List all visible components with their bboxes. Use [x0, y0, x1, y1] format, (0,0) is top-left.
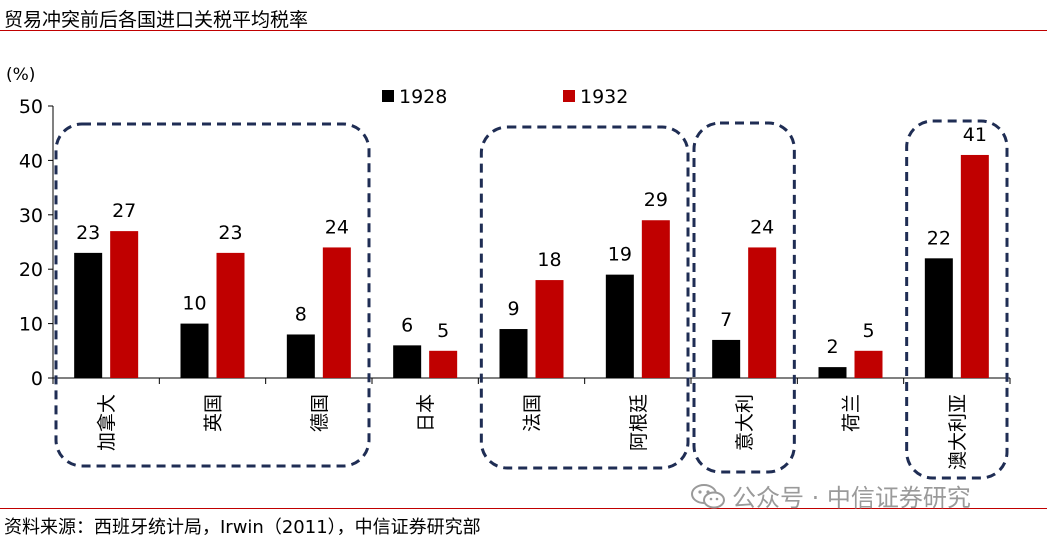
x-category-label: 荷兰: [841, 394, 863, 432]
bar-1932: [854, 350, 883, 378]
x-category-label: 德国: [309, 394, 331, 432]
y-tick-label: 10: [19, 314, 43, 336]
data-label: 9: [507, 298, 519, 320]
data-label: 41: [963, 124, 987, 146]
highlight-group-box: [479, 125, 690, 470]
bar-1932: [960, 154, 989, 378]
legend-label: 1928: [399, 86, 447, 108]
data-label: 2: [826, 336, 838, 358]
watermark-text: 公众号 · 中信证券研究: [732, 484, 971, 512]
y-tick-label: 50: [19, 96, 43, 118]
wechat-icon: [691, 483, 725, 508]
bar-1932: [535, 280, 564, 378]
data-label: 23: [218, 222, 242, 244]
highlight-group-box: [692, 121, 796, 474]
data-label: 10: [182, 293, 206, 315]
x-category-label: 加拿大: [95, 394, 118, 451]
y-tick-label: 20: [19, 259, 43, 281]
data-label: 5: [437, 320, 449, 342]
legend-swatch: [563, 90, 575, 102]
y-tick-label: 30: [19, 205, 43, 227]
data-label: 24: [325, 216, 349, 238]
bar-1928: [499, 329, 528, 378]
data-label: 18: [537, 249, 561, 271]
x-category-label: 日本: [415, 394, 437, 432]
y-tick-label: 0: [31, 368, 43, 390]
footer-divider: [0, 508, 1047, 509]
data-label: 23: [76, 222, 100, 244]
bar-1928: [818, 367, 847, 378]
x-category-label: 澳大利亚: [947, 394, 969, 470]
watermark: 公众号 · 中信证券研究: [690, 478, 971, 513]
x-category-label: 意大利: [734, 394, 756, 451]
bar-1928: [180, 323, 209, 378]
chart-title: 贸易冲突前后各国进口关税平均税率: [4, 9, 309, 31]
data-label: 22: [927, 227, 951, 249]
bar-1932: [110, 231, 139, 378]
title-divider: [0, 30, 1047, 31]
bar-1928: [924, 258, 953, 378]
bar-1928: [605, 274, 634, 378]
bar-1928: [393, 345, 422, 378]
data-label: 8: [295, 303, 307, 325]
y-axis-unit: (%): [6, 65, 35, 85]
data-label: 5: [862, 320, 874, 342]
bar-1932: [216, 252, 245, 378]
data-label: 24: [750, 216, 774, 238]
bar-1928: [712, 339, 741, 378]
bar-1932: [748, 247, 777, 378]
bar-1932: [641, 220, 670, 378]
highlight-group-box: [905, 119, 1009, 480]
bar-1928: [74, 252, 103, 378]
bar-1932: [322, 247, 351, 378]
legend-swatch: [382, 90, 394, 102]
x-category-label: 英国: [203, 394, 225, 432]
bar-1932: [429, 350, 458, 378]
legend-label: 1932: [580, 86, 628, 108]
x-category-label: 阿根廷: [628, 394, 650, 451]
data-label: 29: [644, 189, 668, 211]
data-label: 7: [720, 309, 732, 331]
source-note: 资料来源：西班牙统计局，Irwin（2011），中信证券研究部: [4, 517, 481, 538]
bar-1928: [286, 334, 315, 378]
data-label: 19: [608, 244, 632, 266]
data-label: 6: [401, 314, 413, 336]
x-category-label: 法国: [522, 394, 544, 432]
data-label: 27: [112, 200, 136, 222]
y-tick-label: 40: [19, 150, 43, 172]
